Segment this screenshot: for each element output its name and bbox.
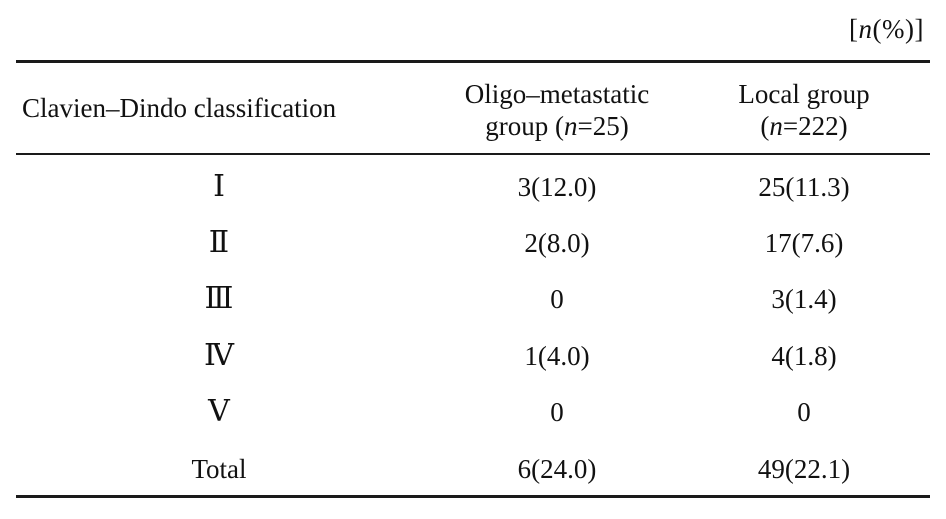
unit-note: [n(%)] [849,14,924,45]
row-local-total: 49(22.1) [757,454,851,484]
header-local-n: n [769,111,783,141]
unit-rest: (%)] [872,14,924,44]
header-local-line2: (n=222) [694,110,914,142]
row-grade-4: Ⅳ [204,339,234,372]
header-oligo-n: n [564,111,578,141]
header-oligo-line2: group (n=25) [432,110,682,142]
header-local-pre: ( [760,111,770,141]
header-local-post: =222) [782,111,848,141]
header-local-group: Local group (n=222) [694,78,914,142]
table-top-rule [16,60,930,63]
unit-open: [ [849,14,859,44]
row-oligo-3: 0 [550,284,564,314]
row-grade-5: Ⅴ [208,395,230,428]
header-local-line1: Local group [738,79,870,109]
unit-n: n [858,14,873,44]
row-local-4: 4(1.8) [771,341,837,371]
row-grade-2: Ⅱ [208,226,230,259]
row-oligo-5: 0 [550,397,564,427]
row-oligo-1: 3(12.0) [517,172,597,202]
row-local-5: 0 [797,397,811,427]
header-oligo-line1: Oligo–metastatic [464,79,650,109]
header-classification: Clavien–Dindo classification [22,93,337,123]
header-oligo-group: Oligo–metastatic group (n=25) [432,78,682,142]
row-grade-1: Ⅰ [213,170,225,203]
header-bottom-rule [16,153,930,155]
row-local-1: 25(11.3) [758,172,850,202]
row-oligo-4: 1(4.0) [524,341,590,371]
row-grade-total: Total [191,454,247,484]
row-local-2: 17(7.6) [764,228,844,258]
row-oligo-2: 2(8.0) [524,228,590,258]
row-local-3: 3(1.4) [771,284,837,314]
header-oligo-pre: group ( [485,111,564,141]
row-oligo-total: 6(24.0) [517,454,597,484]
header-oligo-post: =25) [577,111,629,141]
row-grade-3: Ⅲ [204,282,234,315]
table-bottom-rule [16,495,930,498]
